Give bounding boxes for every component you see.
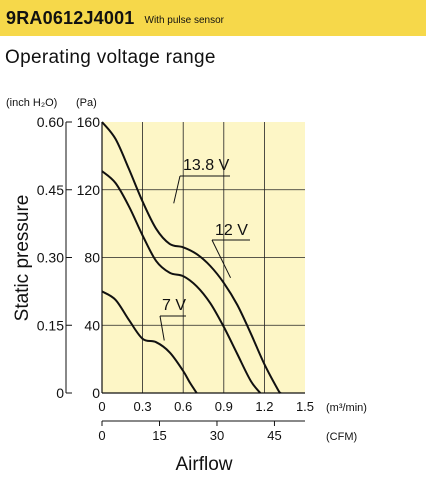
y-tick-label-pa: 80	[84, 250, 100, 266]
y-unit-inch: (inch H₂O)	[6, 97, 57, 109]
x-axis-title: Airflow	[175, 454, 232, 475]
series-line-0	[101, 121, 282, 394]
model-note: With pulse sensor	[144, 14, 224, 26]
chart-title: Operating voltage range	[5, 47, 216, 68]
x-tick-label: 0.6	[174, 399, 192, 414]
x-tick-label: 0.9	[215, 399, 233, 414]
y-axis-title: Static pressure	[12, 195, 33, 322]
x-tick-label: 0	[98, 399, 105, 414]
y-tick-label-inch: 0.60	[37, 114, 64, 130]
model-number: 9RA0612J4001	[6, 7, 135, 28]
y-tick-label-pa: 0	[92, 385, 100, 401]
y-tick-label-pa: 120	[77, 182, 101, 198]
series-label-leader	[173, 175, 181, 204]
series-label-leader	[211, 239, 232, 279]
series-label-2: 7 V	[162, 297, 186, 314]
y-tick-label-inch: 0.15	[37, 317, 64, 333]
y-tick-label-inch: 0	[56, 385, 64, 401]
model-header: 9RA0612J4001 With pulse sensor	[0, 0, 426, 36]
cfm-tick-label: 45	[267, 428, 281, 443]
series-label-1: 12 V	[215, 222, 248, 239]
y-tick-label-pa: 160	[77, 114, 101, 130]
y-unit-pa: (Pa)	[76, 97, 97, 109]
x-unit-cfm: (CFM)	[326, 431, 357, 443]
series-line-1	[101, 170, 262, 394]
x-tick-label: 1.2	[255, 399, 273, 414]
x-unit-m3: (m³/min)	[326, 402, 367, 414]
cfm-tick-label: 15	[152, 428, 166, 443]
y-tick-label-inch: 0.30	[37, 250, 64, 266]
series-label-leader	[159, 315, 165, 341]
series-line-2	[101, 290, 198, 394]
y-tick-label-inch: 0.45	[37, 182, 64, 198]
cfm-tick-label: 30	[210, 428, 224, 443]
cfm-tick-label: 0	[98, 428, 105, 443]
x-tick-label: 1.5	[296, 399, 314, 414]
x-tick-label: 0.3	[134, 399, 152, 414]
y-tick-label-pa: 40	[84, 317, 100, 333]
series-label-0: 13.8 V	[183, 157, 230, 174]
